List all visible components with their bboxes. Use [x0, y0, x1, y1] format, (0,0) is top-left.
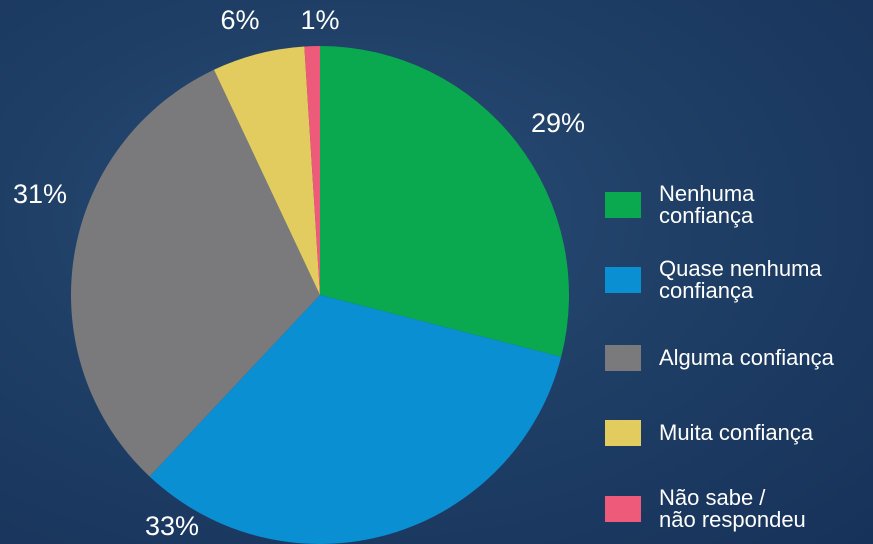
legend-swatch — [605, 345, 641, 371]
data-label: 31% — [13, 179, 67, 209]
data-label: 33% — [145, 511, 199, 541]
pie-slice — [149, 295, 562, 544]
legend-label: Alguma confiança — [659, 345, 834, 370]
legend-swatch — [605, 420, 641, 446]
data-label: 6% — [220, 5, 259, 35]
legend-item: Alguma confiança — [605, 345, 834, 371]
legend-label: Nenhuma confiança — [659, 181, 755, 228]
legend-item: Nenhuma confiança — [605, 183, 754, 227]
data-label: 29% — [531, 108, 585, 138]
pie-slice — [320, 46, 569, 357]
legend-swatch — [605, 267, 641, 293]
legend-swatch — [605, 192, 641, 218]
pie-slice — [213, 46, 320, 295]
legend-label: Muita confiança — [659, 420, 814, 445]
legend-item: Muita confiança — [605, 420, 813, 446]
pie-slice — [304, 46, 320, 295]
legend-label: Quase nenhuma confiança — [659, 256, 822, 303]
data-label: 1% — [300, 5, 339, 35]
legend-swatch — [605, 496, 641, 522]
pie-slice — [70, 69, 320, 477]
legend-label: Não sabe / não respondeu — [659, 485, 806, 532]
legend-item: Quase nenhuma confiança — [605, 258, 822, 302]
legend-item: Não sabe / não respondeu — [605, 487, 806, 531]
